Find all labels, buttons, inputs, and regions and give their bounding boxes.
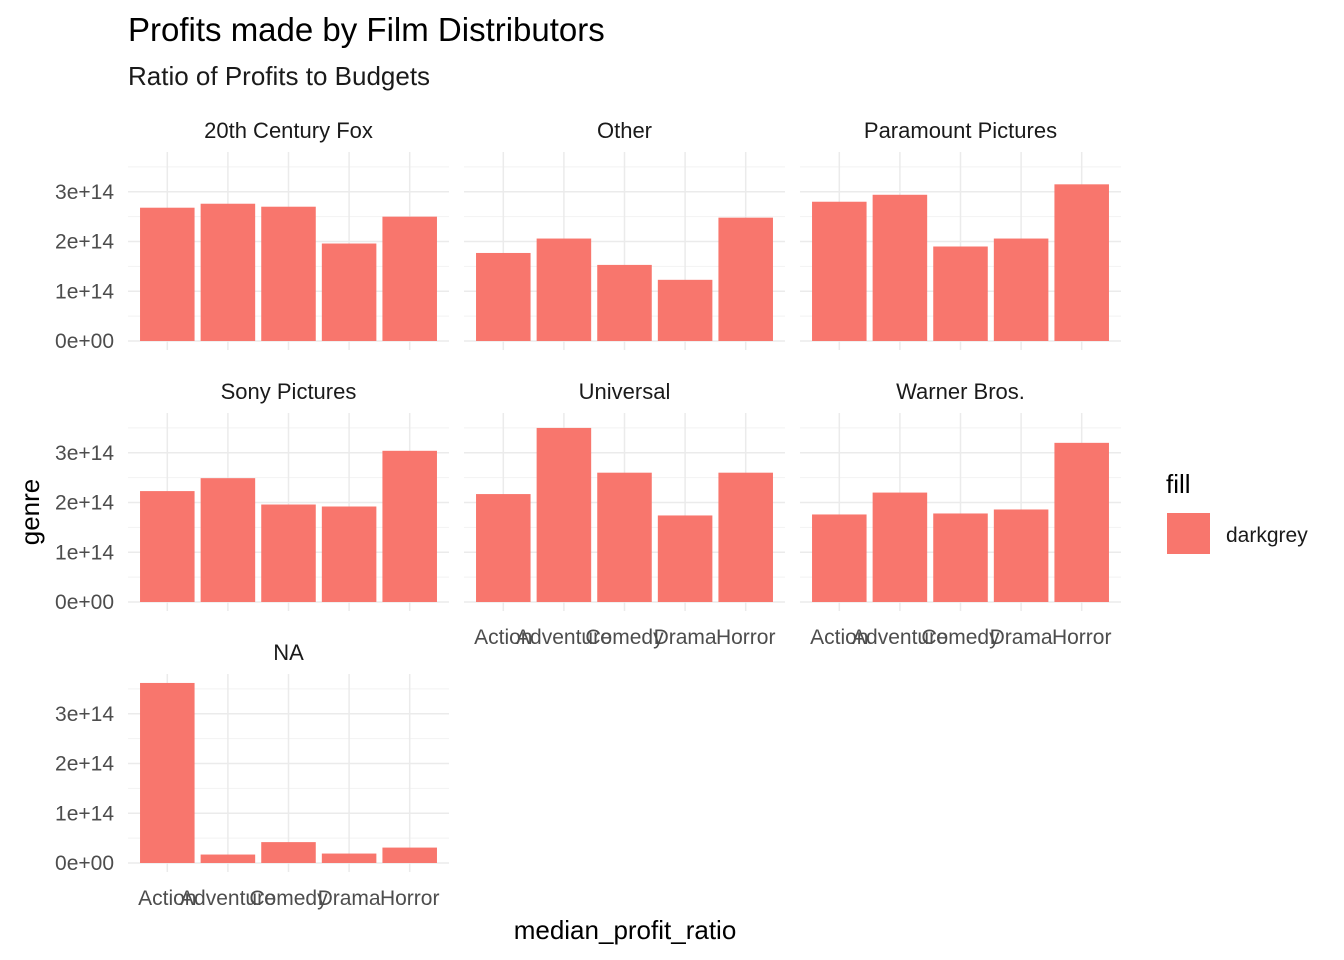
bar — [140, 682, 195, 863]
legend: fill darkgrey — [1166, 469, 1308, 554]
legend-label: darkgrey — [1226, 524, 1308, 547]
y-tick-label: 2e+14 — [55, 231, 114, 254]
chart-subtitle: Ratio of Profits to Budgets — [128, 61, 430, 91]
bar — [1054, 184, 1109, 341]
bar — [657, 279, 713, 341]
facet-label: Warner Bros. — [896, 379, 1025, 404]
bar — [872, 492, 928, 602]
x-tick-label: Comedy — [249, 887, 328, 910]
bar — [476, 252, 531, 341]
chart-title: Profits made by Film Distributors — [128, 11, 605, 48]
x-tick-label: Action — [138, 887, 196, 910]
bar — [536, 427, 592, 602]
facet-label: Other — [597, 118, 652, 143]
bar — [261, 842, 316, 863]
y-tick-label: 0e+00 — [55, 852, 114, 875]
bar — [476, 494, 531, 602]
x-tick-label: Horror — [716, 626, 776, 649]
facet-label: NA — [273, 640, 304, 665]
facet-panels: 20th Century Fox 0e+00 1e+14 2e+14 3e+14 Othe… — [55, 118, 1121, 910]
x-tick-label: Horror — [380, 887, 440, 910]
facet-label: Paramount Pictures — [864, 118, 1057, 143]
bar — [140, 207, 195, 341]
bar — [812, 514, 867, 602]
x-tick-label: Drama — [318, 887, 381, 910]
y-tick-label: 1e+14 — [55, 541, 114, 564]
facet-label: Universal — [579, 379, 671, 404]
x-tick-label: Adventure — [516, 626, 612, 649]
bar — [993, 509, 1049, 602]
x-tick-label: Horror — [1052, 626, 1112, 649]
y-tick-label: 2e+14 — [55, 753, 114, 776]
bar — [933, 246, 988, 341]
x-tick-label: Comedy — [921, 626, 1000, 649]
bar — [321, 853, 377, 863]
x-axis-title: median_profit_ratio — [514, 915, 737, 945]
bar — [872, 194, 928, 341]
bar — [200, 203, 256, 341]
bar — [718, 217, 773, 341]
y-tick-label: 3e+14 — [55, 442, 114, 465]
bar — [536, 238, 592, 341]
bar — [382, 847, 437, 863]
x-tick-label: Adventure — [180, 887, 276, 910]
y-tick-label: 1e+14 — [55, 802, 114, 825]
y-axis-title: genre — [15, 479, 45, 546]
y-tick-label: 3e+14 — [55, 181, 114, 204]
bar — [597, 472, 652, 602]
legend-key — [1167, 513, 1210, 554]
y-tick-label: 2e+14 — [55, 492, 114, 515]
bar — [597, 264, 652, 341]
bar — [1054, 442, 1109, 602]
x-tick-label: Drama — [654, 626, 717, 649]
legend-title: fill — [1166, 469, 1191, 499]
bar — [718, 472, 773, 602]
bar — [993, 238, 1049, 341]
bar — [200, 478, 256, 602]
bar — [261, 504, 316, 602]
bar — [261, 206, 316, 341]
facet-label: Sony Pictures — [221, 379, 357, 404]
facet-label: 20th Century Fox — [204, 118, 373, 143]
x-tick-label: Action — [474, 626, 532, 649]
bar — [657, 515, 713, 602]
bar — [382, 450, 437, 602]
x-tick-label: Comedy — [585, 626, 664, 649]
bar — [200, 854, 256, 863]
bar — [140, 491, 195, 602]
y-tick-label: 0e+00 — [55, 591, 114, 614]
y-tick-label: 1e+14 — [55, 280, 114, 303]
bar — [321, 243, 377, 341]
x-tick-label: Adventure — [852, 626, 948, 649]
x-tick-label: Drama — [990, 626, 1053, 649]
bar — [812, 201, 867, 341]
y-tick-label: 0e+00 — [55, 330, 114, 353]
x-tick-label: Action — [810, 626, 868, 649]
bar — [321, 506, 377, 602]
bar — [933, 513, 988, 602]
y-tick-label: 3e+14 — [55, 703, 114, 726]
bar — [382, 216, 437, 341]
